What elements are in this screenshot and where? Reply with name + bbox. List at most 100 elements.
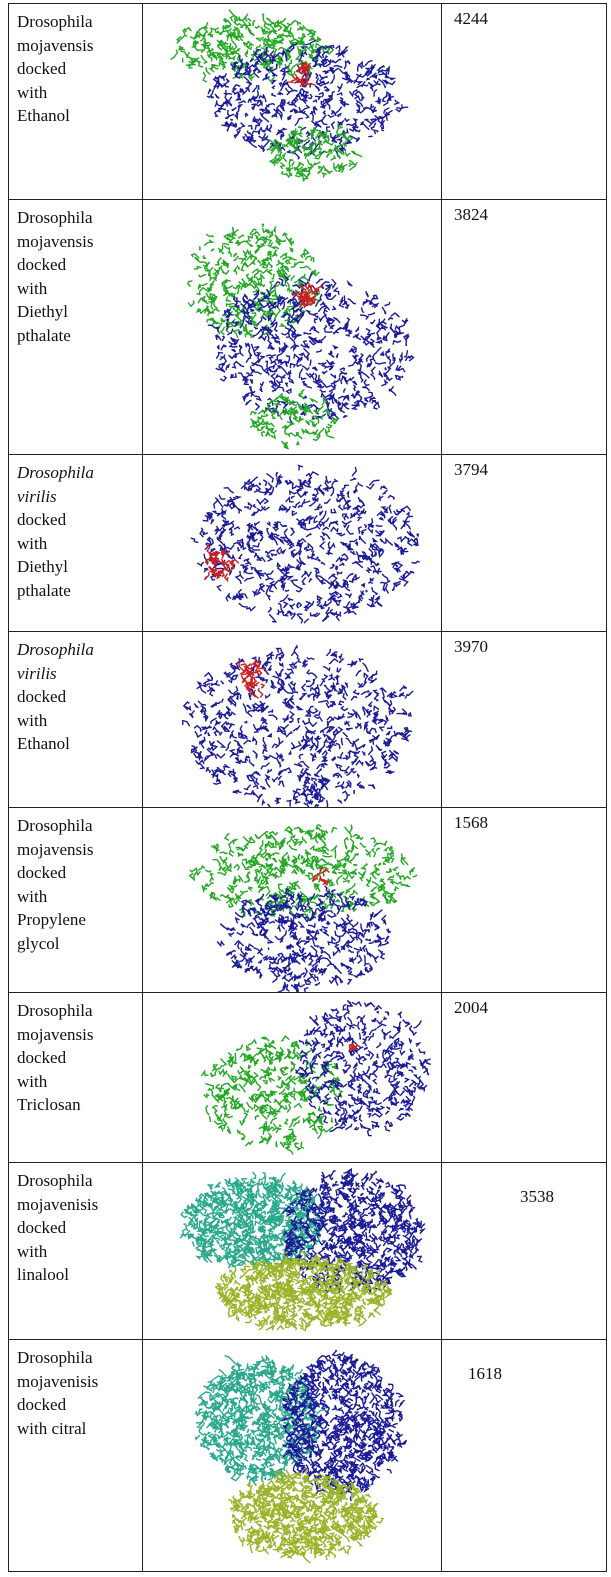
name-text: DrosophilamojavensisdockedwithTriclosan [9, 993, 142, 1117]
table-cell: 3824 [442, 200, 607, 455]
name-line: with [17, 277, 142, 301]
table-cell: 3538 [442, 1163, 607, 1340]
species-line: Drosophila [17, 206, 142, 230]
molecule-cluster [183, 646, 413, 807]
molecule-cluster [180, 1172, 325, 1270]
molecule-cluster [191, 466, 420, 624]
name-line: with [17, 1070, 142, 1094]
name-line: docked [17, 1046, 142, 1070]
name-line: with [17, 81, 142, 105]
name-line: with [17, 1240, 142, 1264]
page: DrosophilamojavensisdockedwithEthanol424… [0, 0, 611, 1577]
name-line: docked [17, 861, 142, 885]
table-cell [143, 632, 442, 808]
score: 3970 [442, 632, 606, 657]
name-line: Propylene [17, 908, 142, 932]
table-cell: 3970 [442, 632, 607, 808]
table-cell [143, 455, 442, 632]
species-line: Drosophila [17, 999, 142, 1023]
species-line: Drosophila [17, 1169, 142, 1193]
score: 4244 [442, 4, 606, 29]
name-line: with [17, 532, 142, 556]
score: 3538 [520, 1187, 554, 1207]
species-line: Drosophila [17, 10, 142, 34]
species-line: virilis [17, 485, 142, 509]
score: 2004 [442, 993, 606, 1018]
name-line: with citral [17, 1417, 142, 1441]
species-line: virilis [17, 662, 142, 686]
name-line: docked [17, 57, 142, 81]
species-line: mojavensis [17, 230, 142, 254]
table-cell [143, 1340, 442, 1572]
molecule-cluster [202, 1036, 343, 1154]
molecule-image [143, 1163, 441, 1339]
name-line: glycol [17, 932, 142, 956]
molecule-image [143, 4, 441, 200]
name-text: DrosophilamojavensisdockedwithDiethylpth… [9, 200, 142, 347]
species-line: mojavenisis [17, 1370, 142, 1394]
name-line: pthalate [17, 324, 142, 348]
name-line: Diethyl [17, 300, 142, 324]
molecule-image [143, 1340, 441, 1571]
table-cell [143, 200, 442, 455]
molecule-image [143, 200, 441, 454]
species-line: Drosophila [17, 1346, 142, 1370]
name-line: docked [17, 685, 142, 709]
table-cell [143, 993, 442, 1163]
molecule-image [143, 808, 441, 992]
name-line: linalool [17, 1263, 142, 1287]
molecule-image [143, 993, 441, 1162]
molecule-image [143, 455, 441, 631]
name-line: pthalate [17, 579, 142, 603]
table-cell [143, 1163, 442, 1340]
name-line: Ethanol [17, 104, 142, 128]
table-cell [143, 3, 442, 200]
species-line: mojavensis [17, 1023, 142, 1047]
species-line: Drosophila [17, 461, 142, 485]
name-line: Ethanol [17, 732, 142, 756]
score: 3824 [442, 200, 606, 225]
table-cell: 2004 [442, 993, 607, 1163]
molecule-cluster [312, 867, 329, 886]
species-line: mojavensis [17, 838, 142, 862]
name-line: with [17, 709, 142, 733]
molecule-cluster [282, 1169, 425, 1295]
table-cell: 1568 [442, 808, 607, 993]
score: 1618 [468, 1364, 502, 1384]
species-line: mojavensis [17, 34, 142, 58]
name-line: Triclosan [17, 1093, 142, 1117]
molecule-cluster [217, 886, 391, 992]
table-cell: 4244 [442, 3, 607, 200]
name-line: Diethyl [17, 555, 142, 579]
molecule-cluster [296, 1001, 431, 1136]
species-line: Drosophila [17, 814, 142, 838]
name-line: docked [17, 1393, 142, 1417]
molecule-cluster [171, 10, 334, 82]
name-line: docked [17, 508, 142, 532]
name-line: docked [17, 1216, 142, 1240]
name-line: docked [17, 253, 142, 277]
score: 1568 [442, 808, 606, 833]
species-line: Drosophila [17, 638, 142, 662]
molecule-image [143, 632, 441, 807]
molecule-cluster [190, 825, 417, 919]
name-line: with [17, 885, 142, 909]
name-text: Drosophilamojavenisisdockedwithlinalool [9, 1163, 142, 1287]
table-cell [143, 808, 442, 993]
score: 3794 [442, 455, 606, 480]
species-line: mojavenisis [17, 1193, 142, 1217]
name-text: DrosophilamojavensisdockedwithEthanol [9, 4, 142, 128]
table-cell: 1618 [442, 1340, 607, 1572]
